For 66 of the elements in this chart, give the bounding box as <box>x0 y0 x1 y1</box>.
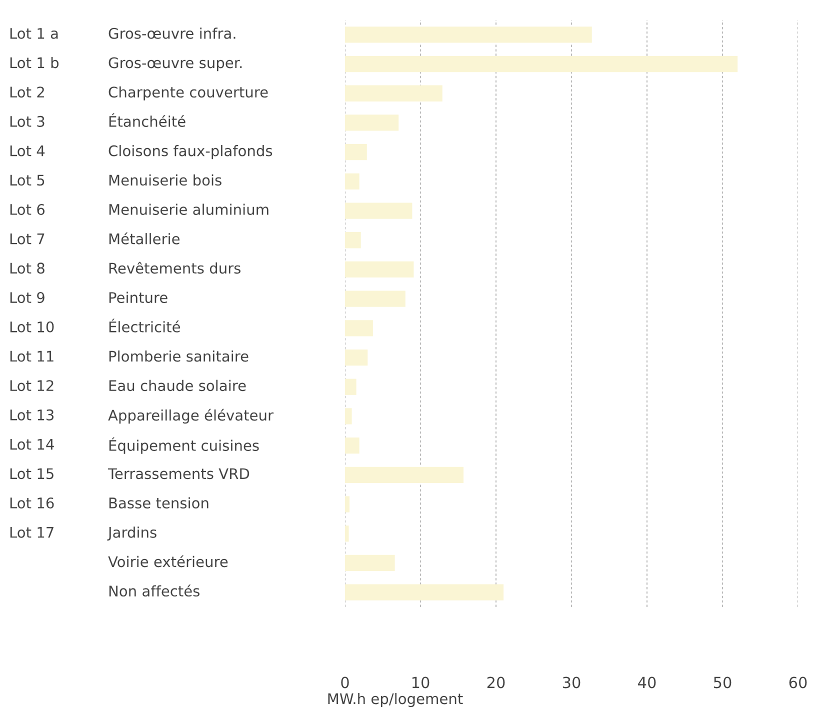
y-tick-label: Appareillage élévateur <box>108 408 274 424</box>
y2-tick-label: Lot 14 <box>10 438 54 450</box>
y-tick-label: Gros-œuvre super. <box>108 57 242 72</box>
x-tick-label: 20 <box>487 676 505 688</box>
x-tick-label: 60 <box>789 676 807 688</box>
bar <box>345 56 738 72</box>
y-tick-label: Menuiserie bois <box>109 174 222 186</box>
x-tick-label: 10 <box>412 676 430 688</box>
bar <box>345 261 414 278</box>
y-tick-label: Cloisons faux-plafonds <box>108 145 272 160</box>
y-tick-label: Non affectés <box>109 584 200 597</box>
y2-tick-label: Lot 12 <box>10 380 54 392</box>
bar <box>345 85 442 102</box>
bar <box>345 496 350 512</box>
bar <box>345 378 356 395</box>
y2-tick-label: Lot 8 <box>10 262 44 274</box>
x-tick-label: 30 <box>562 676 580 688</box>
y2-tick-label: Lot 15 <box>10 468 54 480</box>
y-tick-label: Jardins <box>107 526 156 541</box>
y2-tick-label: Lot 10 <box>10 321 54 332</box>
bar <box>345 173 360 190</box>
bar <box>345 232 361 248</box>
y-tick-label: Gros-œuvre infra. <box>108 28 236 39</box>
bar <box>345 554 395 572</box>
y-tick-label: Métallerie <box>109 232 180 244</box>
y2-tick-label: Lot 5 <box>10 174 44 186</box>
y-tick-label: Peinture <box>109 292 168 304</box>
y-tick-label: Voirie extérieure <box>108 555 228 568</box>
y-tick-label: Menuiserie aluminium <box>109 204 268 216</box>
y2-tick-label: Lot 3 <box>10 116 44 127</box>
bar <box>345 584 504 600</box>
y-tick-label: Équipement cuisines <box>109 437 259 454</box>
y2-tick-label: Lot 17 <box>10 527 54 538</box>
bar <box>345 202 412 219</box>
x-tick-label: 50 <box>714 676 732 688</box>
y-tick-label: Revêtements durs <box>109 262 240 274</box>
x-axis-title: MW.h ep/logement <box>328 692 463 708</box>
bar <box>345 290 406 307</box>
y2-tick-label: Lot 1 a <box>10 28 58 39</box>
y-tick-label: Plomberie sanitaire <box>109 350 248 362</box>
y2-tick-label: Lot 9 <box>10 292 44 304</box>
y-tick-label: Basse tension <box>109 497 208 509</box>
bar <box>345 438 360 454</box>
bar <box>345 349 368 366</box>
x-tick-label: 40 <box>638 676 656 688</box>
bar <box>345 526 349 542</box>
bar <box>345 26 592 43</box>
bar <box>345 466 464 483</box>
y-tick-label: Électricité <box>109 318 180 332</box>
bar <box>345 408 352 424</box>
y2-tick-label: Lot 11 <box>10 350 54 362</box>
y2-tick-label: Lot 1 b <box>10 56 59 68</box>
y2-tick-label: Lot 13 <box>10 409 54 420</box>
bar <box>345 114 399 131</box>
bar <box>345 144 367 160</box>
x-tick-label: 0 <box>341 676 349 688</box>
y2-tick-label: Lot 2 <box>10 86 44 98</box>
y-tick-label: Terrassements VRD <box>108 468 250 480</box>
y-tick-label: Charpente couverture <box>108 86 268 100</box>
bar <box>345 320 373 336</box>
y2-tick-label: Lot 6 <box>10 204 45 216</box>
y-tick-label: Étanchéité <box>109 113 186 127</box>
y2-tick-label: Lot 4 <box>10 145 45 156</box>
y-tick-label: Eau chaude solaire <box>109 380 246 392</box>
y2-tick-label: Lot 7 <box>10 234 44 244</box>
y2-tick-label: Lot 16 <box>10 497 54 509</box>
